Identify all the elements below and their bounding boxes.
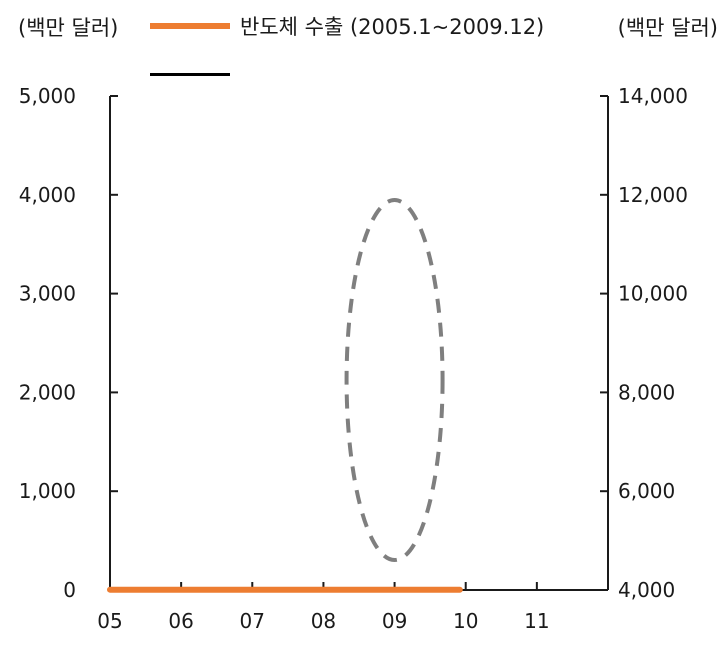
left-tick-label: 4,000 <box>19 183 76 207</box>
legend-orange-swatch <box>150 23 230 29</box>
left-tick-label: 3,000 <box>19 282 76 306</box>
x-tick-label: 05 <box>97 609 122 633</box>
left-tick-label: 1,000 <box>19 479 76 503</box>
left-tick-label: 0 <box>63 578 76 602</box>
right-tick-label: 4,000 <box>618 578 675 602</box>
right-tick-label: 12,000 <box>618 183 688 207</box>
x-tick-label: 08 <box>311 609 336 633</box>
right-tick-label: 10,000 <box>618 282 688 306</box>
x-tick-label: 10 <box>453 609 478 633</box>
x-tick-label: 09 <box>382 609 407 633</box>
right-tick-label: 8,000 <box>618 380 675 404</box>
legend-black-swatch <box>150 72 230 76</box>
x-tick-label: 11 <box>524 609 549 633</box>
left-axis-unit: (백만 달러) <box>18 16 119 40</box>
legend-orange: 반도체 수출 (2005.1~2009.12) <box>150 12 544 40</box>
right-axis-unit: (백만 달러) <box>617 16 718 40</box>
x-tick-label: 07 <box>240 609 265 633</box>
left-tick-label: 2,000 <box>19 380 76 404</box>
trough-ellipse <box>344 198 445 562</box>
right-tick-label: 14,000 <box>618 84 688 108</box>
legend-orange-label: 반도체 수출 (2005.1~2009.12) <box>240 15 545 39</box>
left-tick-label: 5,000 <box>19 84 76 108</box>
legend-black <box>150 60 240 88</box>
x-tick-label: 06 <box>168 609 193 633</box>
right-tick-label: 6,000 <box>618 479 675 503</box>
